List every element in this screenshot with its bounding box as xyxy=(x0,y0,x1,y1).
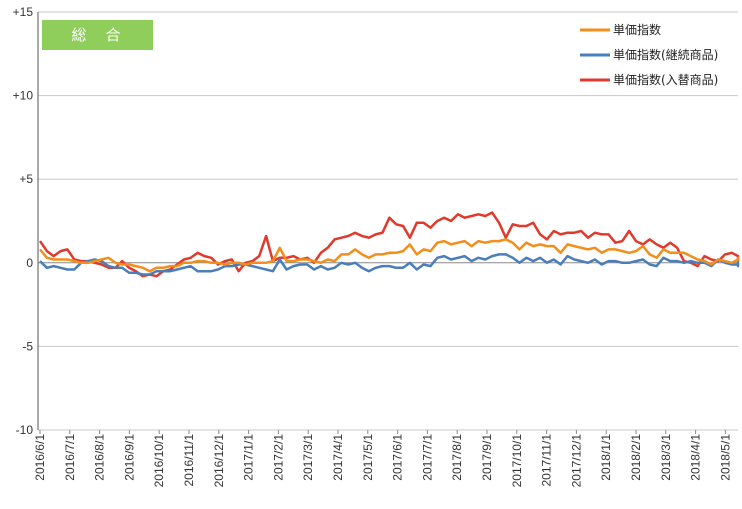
series-line-2 xyxy=(38,211,740,278)
x-tick-label: 2016/9/1 xyxy=(122,434,136,481)
badge-background xyxy=(42,20,153,50)
grid-lines xyxy=(38,11,738,431)
x-ticks: 2016/6/1 2016/7/1 2016/8/1 2016/9/1 2016/10/… xyxy=(33,430,732,487)
y-tick-label: +15 xyxy=(13,5,34,19)
x-tick-label: 2016/6/1 xyxy=(33,434,47,481)
series-lines xyxy=(38,211,740,278)
x-tick-label: 2017/2/1 xyxy=(271,434,285,481)
badge: 総 合 xyxy=(42,20,153,50)
legend-label: 単価指数(入替商品) xyxy=(613,72,718,87)
x-tick-label: 2018/3/1 xyxy=(659,434,673,481)
x-tick-label: 2017/3/1 xyxy=(301,434,315,481)
x-tick-label: 2017/5/1 xyxy=(361,434,375,481)
x-tick-label: 2017/7/1 xyxy=(420,434,434,481)
x-tick-label: 2017/1/1 xyxy=(242,434,256,481)
x-tick-label: 2018/4/1 xyxy=(689,434,703,481)
x-tick-label: 2017/12/1 xyxy=(569,434,583,488)
x-tick-label: 2018/5/1 xyxy=(718,434,732,481)
series-line-0 xyxy=(39,238,740,273)
x-tick-label: 2017/8/1 xyxy=(450,434,464,481)
y-tick-label: +5 xyxy=(19,172,33,186)
badge-label: 総 合 xyxy=(71,26,122,44)
x-tick-label: 2018/1/1 xyxy=(599,434,613,481)
x-tick-label: 2016/12/1 xyxy=(212,434,226,488)
y-tick-label: +10 xyxy=(13,89,34,103)
x-tick-label: 2017/10/1 xyxy=(510,434,524,488)
x-tick-label: 2017/9/1 xyxy=(480,434,494,481)
x-tick-label: 2017/4/1 xyxy=(331,434,345,481)
x-tick-label: 2016/7/1 xyxy=(63,434,77,481)
x-tick-label: 2018/2/1 xyxy=(629,434,643,481)
x-tick-label: 2016/10/1 xyxy=(152,434,166,488)
legend-label: 単価指数 xyxy=(613,22,661,37)
x-tick-label: 2017/11/1 xyxy=(540,434,554,487)
x-tick-label: 2016/8/1 xyxy=(93,434,107,481)
x-tick-label: 2016/11/1 xyxy=(182,434,196,487)
y-tick-label: 0 xyxy=(26,256,33,270)
y-tick-labels: +15 +10 +5 0 -5 -10 xyxy=(13,5,34,437)
legend-label: 単価指数(継続商品) xyxy=(613,47,718,62)
x-tick-label: 2017/6/1 xyxy=(391,434,405,481)
y-tick-label: -5 xyxy=(22,339,33,353)
y-tick-label: -10 xyxy=(16,423,34,437)
series-line-1 xyxy=(39,253,740,276)
